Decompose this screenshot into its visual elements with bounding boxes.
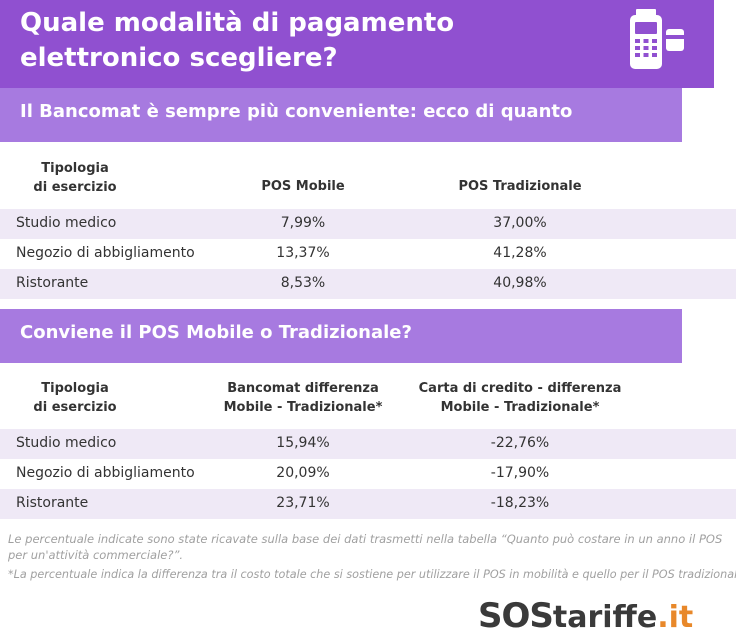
cell-type: Negozio di abbigliamento	[16, 465, 195, 481]
cell-type: Studio medico	[16, 435, 117, 451]
col-header-line: di esercizio	[33, 180, 117, 195]
table-row: Studio medico 15,94% -22,76%	[0, 429, 736, 459]
col-header-line: Tipologia	[41, 161, 109, 176]
sostariffe-logo: SOStariffe.it	[478, 596, 693, 628]
page-title: Quale modalità di pagamento elettronico …	[20, 8, 455, 73]
col-header-bancomat-diff: Bancomat differenza Mobile - Tradizional…	[203, 379, 403, 417]
cell-value: 40,98%	[493, 275, 547, 291]
section-2-bar: Conviene il POS Mobile o Tradizionale?	[0, 309, 682, 363]
cell-value: -22,76%	[490, 435, 550, 451]
pos-terminal-icon	[630, 9, 684, 69]
table-row: Negozio di abbigliamento 20,09% -17,90%	[0, 459, 736, 489]
col-header-tipologia: Tipologia di esercizio	[0, 159, 150, 197]
logo-tariffe: tariffe	[552, 600, 658, 628]
cell-value: 13,37%	[276, 245, 330, 261]
header-banner: Quale modalità di pagamento elettronico …	[0, 0, 714, 88]
logo-it: .it	[657, 600, 694, 628]
col-header-pos-mobile: POS Mobile	[261, 179, 345, 194]
table-row: Studio medico 7,99% 37,00%	[0, 209, 736, 239]
logo-sos: SOS	[478, 596, 554, 628]
col-header-line: Bancomat differenza	[227, 381, 379, 396]
cell-type: Negozio di abbigliamento	[16, 245, 195, 261]
col-header-line: Mobile - Tradizionale*	[223, 400, 383, 415]
section-1-title: Il Bancomat è sempre più conveniente: ec…	[20, 101, 573, 122]
cell-value: 15,94%	[276, 435, 330, 451]
cell-value: 41,28%	[493, 245, 547, 261]
footnotes: Le percentuale indicate sono state ricav…	[8, 531, 736, 583]
table-row: Negozio di abbigliamento 13,37% 41,28%	[0, 239, 736, 269]
col-header-line: Tipologia	[41, 381, 109, 396]
col-header-line: Carta di credito - differenza	[418, 381, 622, 396]
cell-value: -18,23%	[490, 495, 550, 511]
cell-value: 37,00%	[493, 215, 547, 231]
cell-value: 23,71%	[276, 495, 330, 511]
table-row: Ristorante 23,71% -18,23%	[0, 489, 736, 519]
footnote-2: *La percentuale indica la differenza tra…	[8, 568, 736, 581]
col-header-pos-tradizionale: POS Tradizionale	[458, 179, 582, 194]
table-row: Ristorante 8,53% 40,98%	[0, 269, 736, 299]
section-1-bar: Il Bancomat è sempre più conveniente: ec…	[0, 88, 682, 142]
col-header-line: Mobile - Tradizionale*	[440, 400, 600, 415]
cell-type: Ristorante	[16, 495, 89, 511]
cell-value: -17,90%	[490, 465, 550, 481]
footnote-1: Le percentuale indicate sono state ricav…	[8, 532, 723, 562]
cell-type: Ristorante	[16, 275, 89, 291]
cell-type: Studio medico	[16, 215, 117, 231]
section-2-title: Conviene il POS Mobile o Tradizionale?	[20, 322, 412, 343]
cell-value: 8,53%	[280, 275, 326, 291]
col-header-carta-diff: Carta di credito - differenza Mobile - T…	[400, 379, 640, 417]
col-header-line: di esercizio	[33, 400, 117, 415]
cell-value: 20,09%	[276, 465, 330, 481]
col-header-tipologia: Tipologia di esercizio	[0, 379, 150, 417]
cell-value: 7,99%	[280, 215, 326, 231]
